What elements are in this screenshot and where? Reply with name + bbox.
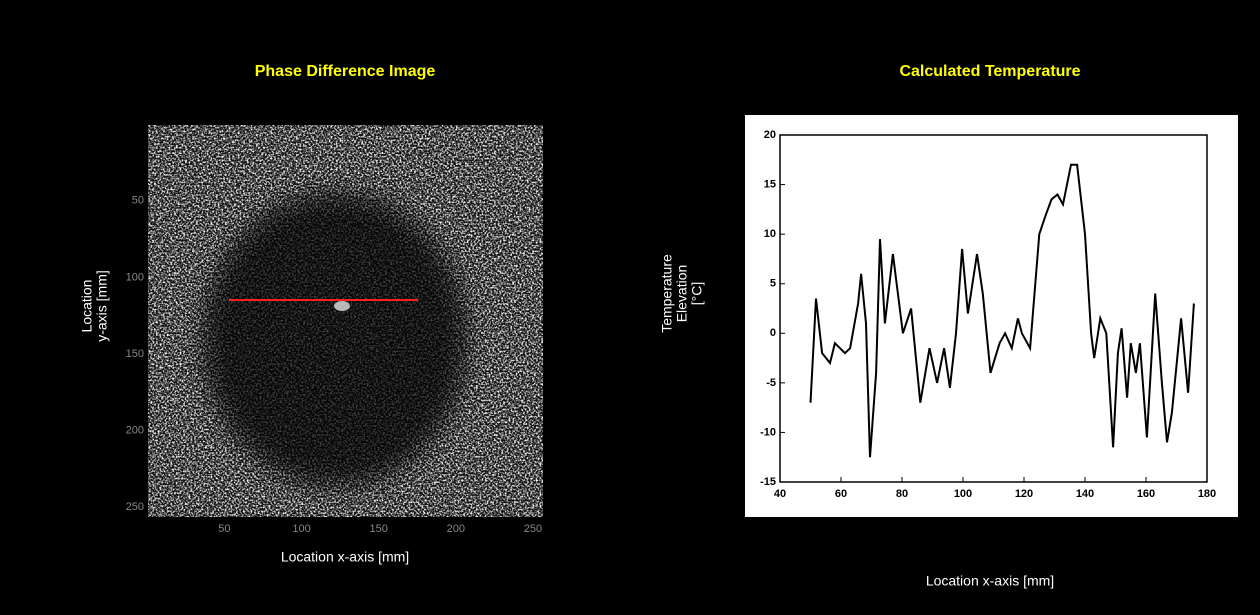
data-line xyxy=(809,163,1195,458)
x-tick-label: 40 xyxy=(774,488,786,500)
x-tick-label: 100 xyxy=(954,488,972,500)
y-axis-label: y-axis [mm] xyxy=(94,270,110,342)
phase-image xyxy=(148,125,543,517)
x-tick-label: 160 xyxy=(1137,488,1155,500)
hot-spot xyxy=(334,301,350,311)
x-axis-label: Location x-axis [mm] xyxy=(281,549,409,565)
x-tick-label: 200 xyxy=(447,523,465,535)
y-tick-label: 50 xyxy=(132,195,144,207)
y-tick-label: 20 xyxy=(764,129,776,141)
chart-title: Phase Difference Image xyxy=(255,63,436,80)
y-axis-label: [°C] xyxy=(689,282,705,306)
y-tick-label: 250 xyxy=(126,501,144,513)
y-axis-label: Location xyxy=(79,280,95,333)
x-axis-label: Location x-axis [mm] xyxy=(926,573,1054,589)
chart-title: Calculated Temperature xyxy=(899,63,1080,80)
region-rim xyxy=(203,193,467,487)
heated-region xyxy=(210,200,460,480)
y-tick-label: 5 xyxy=(770,278,776,290)
y-tick-label: -10 xyxy=(760,426,776,438)
y-tick-label: 10 xyxy=(764,228,776,240)
y-tick-label: 15 xyxy=(764,178,776,190)
y-axis-label: Temperature xyxy=(659,254,675,333)
x-tick-label: 140 xyxy=(1076,488,1094,500)
y-tick-label: 200 xyxy=(126,424,144,436)
x-tick-label: 80 xyxy=(896,488,908,500)
x-tick-label: 250 xyxy=(524,523,542,535)
y-axis-label: Elevation xyxy=(674,265,690,323)
y-tick-label: 0 xyxy=(770,327,776,339)
x-tick-label: 150 xyxy=(369,523,387,535)
y-tick-label: 150 xyxy=(126,348,144,360)
x-tick-label: 120 xyxy=(1015,488,1033,500)
plot-frame xyxy=(779,134,1208,483)
x-tick-label: 60 xyxy=(835,488,847,500)
y-tick-label: 100 xyxy=(126,271,144,283)
x-tick-label: 100 xyxy=(292,523,310,535)
x-tick-label: 180 xyxy=(1198,488,1216,500)
y-tick-label: -15 xyxy=(760,476,776,488)
y-tick-label: -5 xyxy=(766,377,776,389)
x-tick-label: 50 xyxy=(218,523,230,535)
